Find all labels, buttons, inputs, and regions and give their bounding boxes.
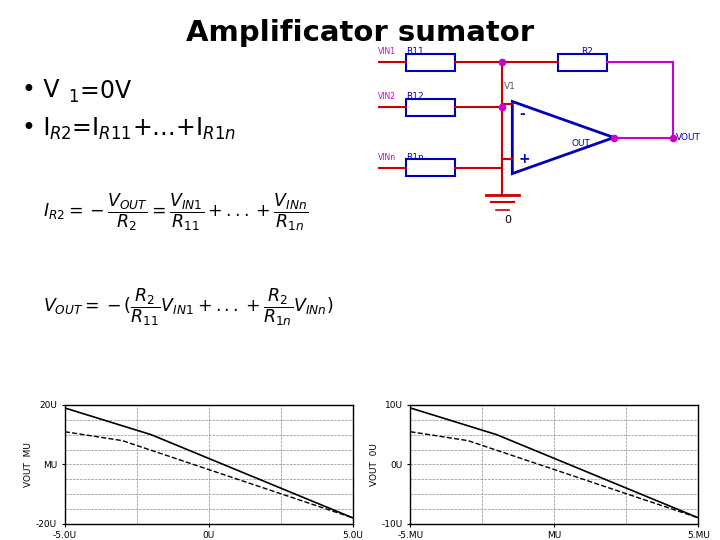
Text: R12: R12 <box>406 92 423 102</box>
Text: VIN2: VIN2 <box>378 92 396 102</box>
Bar <box>558 54 608 71</box>
Text: R1n: R1n <box>406 153 423 161</box>
Text: +: + <box>519 152 531 166</box>
Bar <box>406 159 455 176</box>
Y-axis label: VOUT  MU: VOUT MU <box>24 442 33 487</box>
Text: • I: • I <box>22 116 50 140</box>
Text: $I_{R2} = -\dfrac{V_{OUT}}{R_2} = \dfrac{V_{IN1}}{R_{11}} + ... + \dfrac{V_{INn}: $I_{R2} = -\dfrac{V_{OUT}}{R_2} = \dfrac… <box>43 192 309 233</box>
Text: VINn: VINn <box>378 153 396 161</box>
Text: • V: • V <box>22 78 59 102</box>
Text: R11: R11 <box>406 48 423 56</box>
Text: VIN1: VIN1 <box>378 48 396 56</box>
Text: Amplificator sumator: Amplificator sumator <box>186 19 534 47</box>
Text: $_{R2}$=I$_{R11}$+…+I$_{R1n}$: $_{R2}$=I$_{R11}$+…+I$_{R1n}$ <box>49 116 236 143</box>
Text: -: - <box>519 106 525 120</box>
Text: $V_{OUT} = -(\dfrac{R_2}{R_{11}}V_{IN1} + ... + \dfrac{R_2}{R_{1n}}V_{INn})$: $V_{OUT} = -(\dfrac{R_2}{R_{11}}V_{IN1} … <box>43 286 333 328</box>
Bar <box>406 99 455 116</box>
Bar <box>406 54 455 71</box>
Text: 0: 0 <box>504 215 511 225</box>
Text: OUT: OUT <box>572 139 590 148</box>
Text: R2: R2 <box>581 48 593 56</box>
Text: V1: V1 <box>504 82 516 91</box>
Y-axis label: VOUT  0U: VOUT 0U <box>370 443 379 486</box>
Text: VOUT: VOUT <box>676 133 701 142</box>
Text: $_1$=0V: $_1$=0V <box>68 78 132 105</box>
